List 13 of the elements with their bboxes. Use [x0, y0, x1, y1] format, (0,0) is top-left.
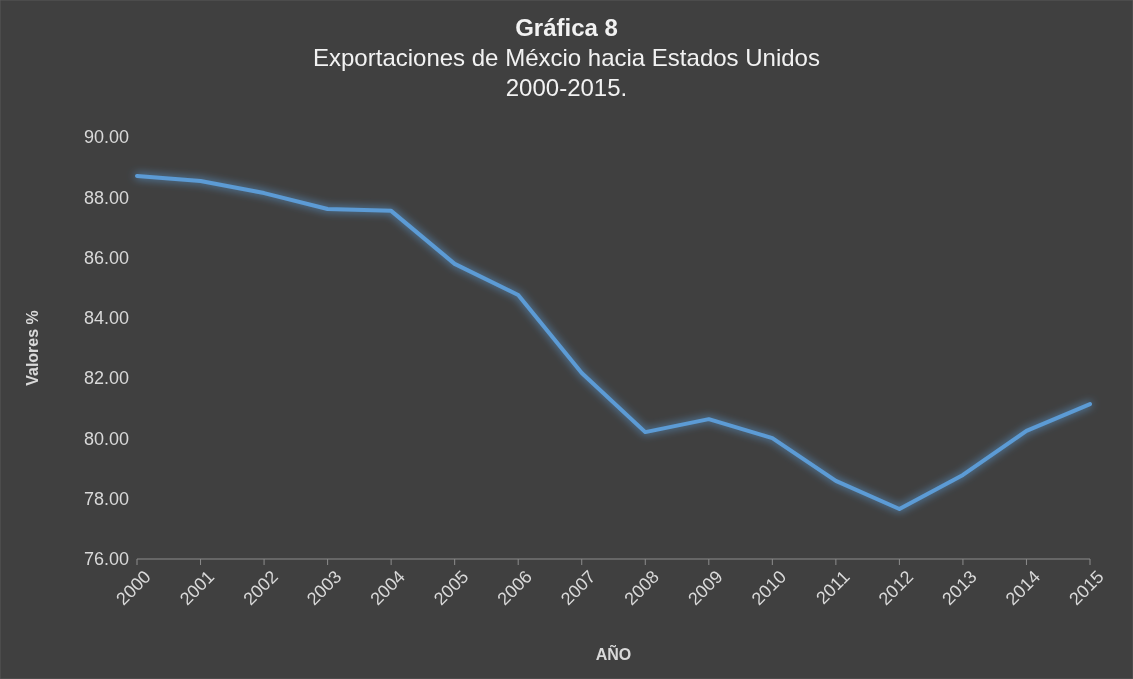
chart-subtitle: Exportaciones de Méxcio hacia Estados Unidos 2000-2015.	[313, 44, 820, 101]
chart-title: Gráfica 8	[515, 14, 618, 41]
y-tick-label: 86.00	[83, 247, 129, 268]
y-tick-label: 80.00	[83, 428, 129, 449]
y-tick-label: 84.00	[83, 308, 129, 329]
line-series	[135, 173, 1092, 511]
x-axis-title: AÑO	[595, 644, 632, 663]
y-axis-title: Valores %	[24, 310, 41, 386]
y-tick-label: 88.00	[83, 187, 129, 208]
y-tick-label: 82.00	[83, 368, 129, 389]
y-tick-label: 76.00	[83, 549, 129, 570]
y-tick-label: 90.00	[83, 127, 129, 148]
y-tick-label: 78.00	[83, 489, 129, 510]
